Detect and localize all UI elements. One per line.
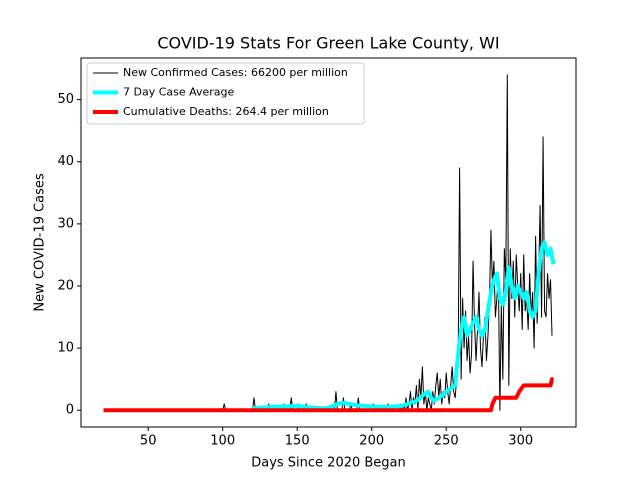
series-line	[103, 74, 553, 411]
x-axis-label: Days Since 2020 Began	[251, 456, 406, 471]
x-tick-label: 250	[434, 434, 459, 449]
x-tick-label: 50	[140, 434, 157, 449]
y-tick-label: 0	[66, 403, 74, 418]
y-tick-label: 50	[57, 92, 74, 107]
series-line	[103, 377, 555, 413]
x-tick-label: 150	[285, 434, 310, 449]
legend-frame	[86, 62, 365, 125]
chart-title: COVID-19 Stats For Green Lake County, WI	[157, 34, 499, 53]
legend-label: Cumulative Deaths: 264.4 per million	[123, 105, 329, 118]
x-tick-label: 300	[508, 434, 533, 449]
y-tick-label: 30	[57, 216, 74, 231]
x-tick-label: 200	[359, 434, 384, 449]
y-tick-label: 20	[57, 278, 74, 293]
series-line	[252, 240, 556, 411]
y-tick-label: 10	[57, 341, 74, 356]
x-tick-label: 100	[210, 434, 235, 449]
y-axis-label: New COVID-19 Cases	[33, 173, 48, 311]
legend-label: New Confirmed Cases: 66200 per million	[123, 66, 348, 79]
y-tick-label: 40	[57, 154, 74, 169]
legend: New Confirmed Cases: 66200 per million 7 …	[86, 62, 365, 125]
axes-frame	[80, 57, 577, 428]
legend-label: 7 Day Case Average	[123, 86, 235, 99]
plot-area	[103, 74, 556, 413]
